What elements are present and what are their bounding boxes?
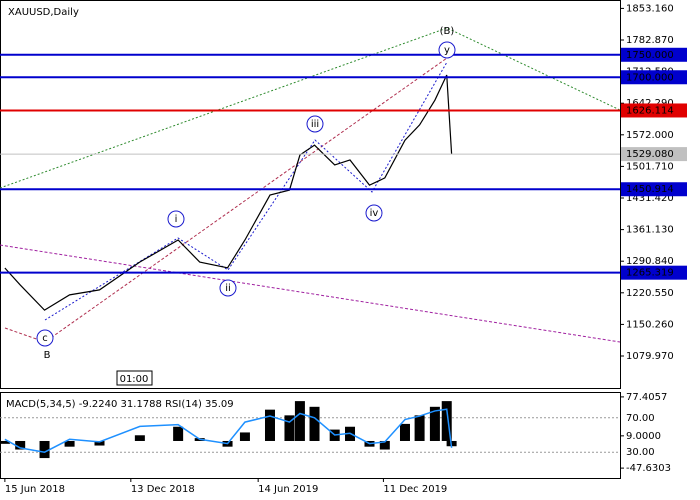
wave-label: B: [44, 350, 51, 361]
level-box: [621, 147, 687, 162]
level-label: 1265.319: [626, 268, 674, 279]
wave-circle: [306, 115, 324, 133]
macd-bar: [39, 440, 50, 459]
macd-bar: [309, 406, 320, 441]
wave-circle: [167, 210, 185, 228]
y-tick-label: 1290.840: [626, 256, 674, 267]
y2-tick-label: 70.00: [626, 413, 655, 424]
x-tick-label: 15 Jun 2018: [5, 484, 65, 495]
macd-bar: [294, 401, 305, 441]
wave-circle: [365, 204, 383, 222]
macd-bar: [134, 435, 145, 441]
macd-bar: [284, 415, 295, 441]
macd-bar: [429, 406, 440, 441]
level-label: 1700.000: [626, 72, 674, 83]
wave-circle: [438, 41, 456, 59]
wave-circle: [219, 279, 237, 297]
macd-bar: [64, 440, 75, 447]
y-tick-label: 1361.130: [626, 225, 674, 236]
wave-label: y: [444, 45, 450, 56]
x-tick-label: 13 Dec 2018: [131, 484, 195, 495]
y-tick-label: 1572.000: [626, 130, 674, 141]
wave-label: iv: [370, 208, 379, 219]
y-tick-label: 1853.160: [626, 3, 674, 14]
y-tick-label: 1150.260: [626, 319, 674, 330]
wave-label: i: [175, 214, 178, 225]
x-tick-label: 11 Dec 2019: [383, 484, 447, 495]
y-tick-label: 1501.710: [626, 161, 674, 172]
time-box-label: 01:00: [120, 374, 149, 385]
level-label: 1626.114: [626, 105, 674, 116]
y-tick-label: 9.0000: [626, 431, 661, 442]
macd-bar: [94, 440, 105, 446]
macd-bar: [0, 440, 10, 444]
level-label: 1450.914: [626, 184, 674, 195]
y-tick-label: 77.4057: [626, 392, 667, 403]
wave-label: ii: [225, 283, 231, 294]
y-tick-label: 1431.420: [626, 193, 674, 204]
indicator-title: MACD(5,34,5) -9.2240 31.1788 RSI(14) 35.…: [6, 399, 234, 410]
macd-bar: [414, 415, 425, 441]
wave-line: [44, 61, 448, 321]
wave-label: c: [42, 333, 48, 344]
level-box: [621, 265, 687, 280]
rsi-line: [4, 408, 453, 453]
wave-label: (B): [440, 26, 455, 37]
y-tick-label: 1782.870: [626, 35, 674, 46]
level-box: [621, 70, 687, 85]
time-box: [116, 370, 153, 386]
wave-circle: [36, 329, 54, 347]
x-tick-label: 14 Jun 2019: [258, 484, 318, 495]
macd-bar: [264, 409, 275, 441]
main-panel-frame: [0, 0, 621, 389]
level-box: [621, 47, 687, 62]
level-box: [621, 103, 687, 118]
macd-bar: [379, 440, 390, 450]
trend-line: [0, 244, 621, 343]
macd-bar: [441, 401, 452, 441]
macd-bar: [15, 440, 26, 450]
y-tick-label: 1079.970: [626, 351, 674, 362]
level-label: 1750.000: [626, 50, 674, 61]
y2-tick-label: 30.00: [626, 447, 655, 458]
y-tick-label: -47.6303: [626, 463, 671, 474]
macd-bar: [173, 426, 184, 441]
macd-bar: [239, 432, 250, 441]
y-tick-label: 1220.550: [626, 288, 674, 299]
chart-title: XAUUSD,Daily: [8, 7, 79, 18]
level-box: [621, 182, 687, 197]
macd-bar: [399, 423, 410, 441]
wave-label: iii: [311, 119, 319, 130]
level-label: 1529.080: [626, 149, 674, 160]
